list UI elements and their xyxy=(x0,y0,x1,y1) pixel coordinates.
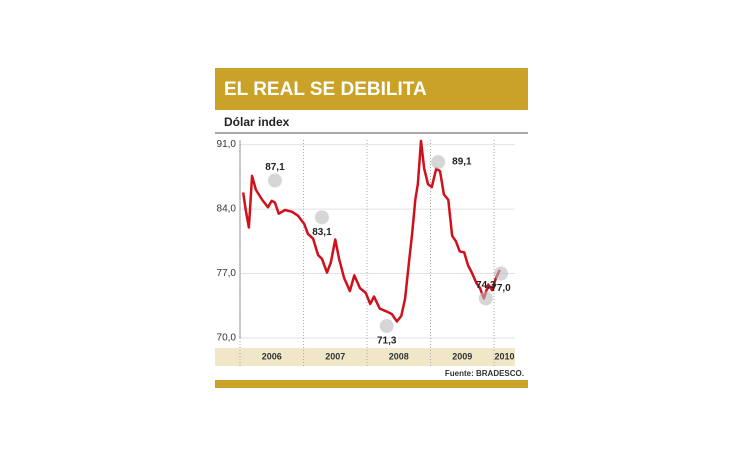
y-tick-label: 84,0 xyxy=(217,204,237,215)
annotation-label: 87,1 xyxy=(265,162,285,173)
annotation-label: 74,3 xyxy=(476,280,496,291)
x-tick-label: 2009 xyxy=(452,351,472,361)
annotation-dot xyxy=(267,173,282,188)
chart-subtitle: Dólar index xyxy=(224,115,290,129)
x-tick-label: 2008 xyxy=(389,351,409,361)
title-bar xyxy=(215,68,528,110)
y-tick-label: 91,0 xyxy=(217,139,237,150)
annotation-dot xyxy=(314,210,329,225)
annotation-dot xyxy=(494,266,509,281)
y-tick-label: 77,0 xyxy=(217,268,237,279)
line xyxy=(241,139,501,323)
annotation-label: 89,1 xyxy=(452,157,472,168)
year-band xyxy=(215,348,515,366)
annotation-dot xyxy=(379,319,394,334)
annotation-dot xyxy=(431,155,446,170)
y-tick-label: 70,0 xyxy=(217,333,237,344)
footer-bar xyxy=(215,380,528,388)
x-tick-label: 2006 xyxy=(262,351,282,361)
x-tick-label: 2010 xyxy=(495,351,515,361)
chart-title: EL REAL SE DEBILITA xyxy=(224,79,427,100)
annotation-dot xyxy=(478,291,493,306)
annotation-label: 83,1 xyxy=(312,227,332,238)
annotation-label: 71,3 xyxy=(377,336,397,347)
annotation-label: 77,0 xyxy=(491,283,511,294)
x-tick-label: 2007 xyxy=(325,351,345,361)
source: Fuente: BRADESCO. xyxy=(445,369,524,378)
